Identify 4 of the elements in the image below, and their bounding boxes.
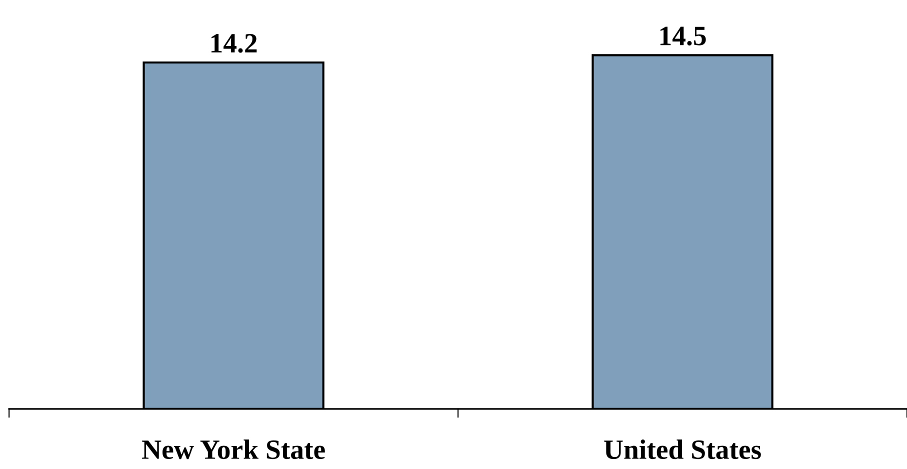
data-label: 14.2 (211, 34, 257, 53)
x-tick-label: New York State (142, 440, 325, 460)
data-label: 14.5 (660, 26, 706, 46)
x-tick-label: United States (604, 440, 761, 460)
